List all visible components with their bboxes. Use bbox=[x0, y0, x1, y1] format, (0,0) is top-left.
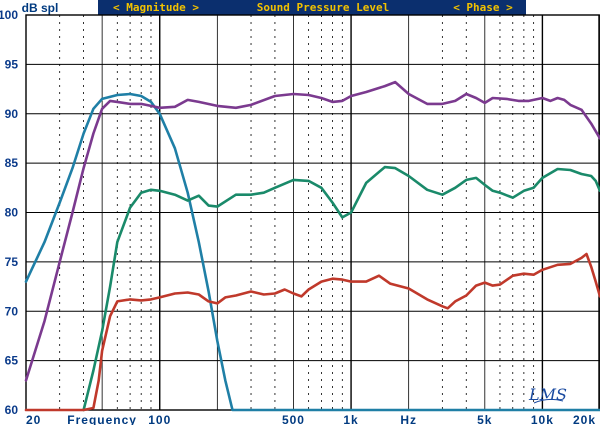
lms-logo: LMS bbox=[528, 385, 567, 404]
banner-title: Sound Pressure Level bbox=[257, 1, 389, 14]
y-axis-label: dB spl bbox=[22, 1, 59, 15]
x-tick-label: 10k bbox=[531, 413, 554, 425]
series-line bbox=[24, 80, 600, 382]
y-tick-label: 80 bbox=[5, 206, 19, 220]
x-tick-label: 500 bbox=[282, 413, 305, 425]
series-line bbox=[82, 165, 600, 412]
y-tick-label: 70 bbox=[5, 304, 19, 318]
y-tick-label: 95 bbox=[5, 57, 19, 71]
banner-phase: < Phase > bbox=[453, 1, 513, 14]
x-tick-label: 5k bbox=[477, 413, 492, 425]
x-tick-label: 1k bbox=[343, 413, 358, 425]
y-tick-labels: 100 95 90 85 80 75 70 65 60 bbox=[0, 8, 18, 417]
data-series bbox=[24, 80, 600, 412]
x-tick-labels: 20 Frequency 100 500 1k Hz 5k 10k 20k bbox=[26, 413, 596, 425]
x-tick-label: 100 bbox=[148, 413, 171, 425]
lms-logo-swoosh bbox=[533, 398, 564, 404]
x-tick-label: Frequency bbox=[67, 413, 137, 425]
x-tick-label: 20 bbox=[26, 413, 41, 425]
y-tick-label: 60 bbox=[5, 403, 19, 417]
y-tick-label: 75 bbox=[5, 255, 19, 269]
series-line bbox=[24, 252, 600, 412]
y-tick-label: 65 bbox=[5, 354, 19, 368]
y-tick-label: 85 bbox=[5, 156, 19, 170]
y-tick-label: 100 bbox=[0, 8, 18, 22]
y-tick-label: 90 bbox=[5, 107, 19, 121]
x-tick-label: Hz bbox=[400, 413, 417, 425]
series-line bbox=[24, 92, 600, 412]
title-banner bbox=[98, 0, 526, 15]
banner-magnitude: < Magnitude > bbox=[113, 1, 199, 14]
x-tick-label: 20k bbox=[573, 413, 596, 425]
